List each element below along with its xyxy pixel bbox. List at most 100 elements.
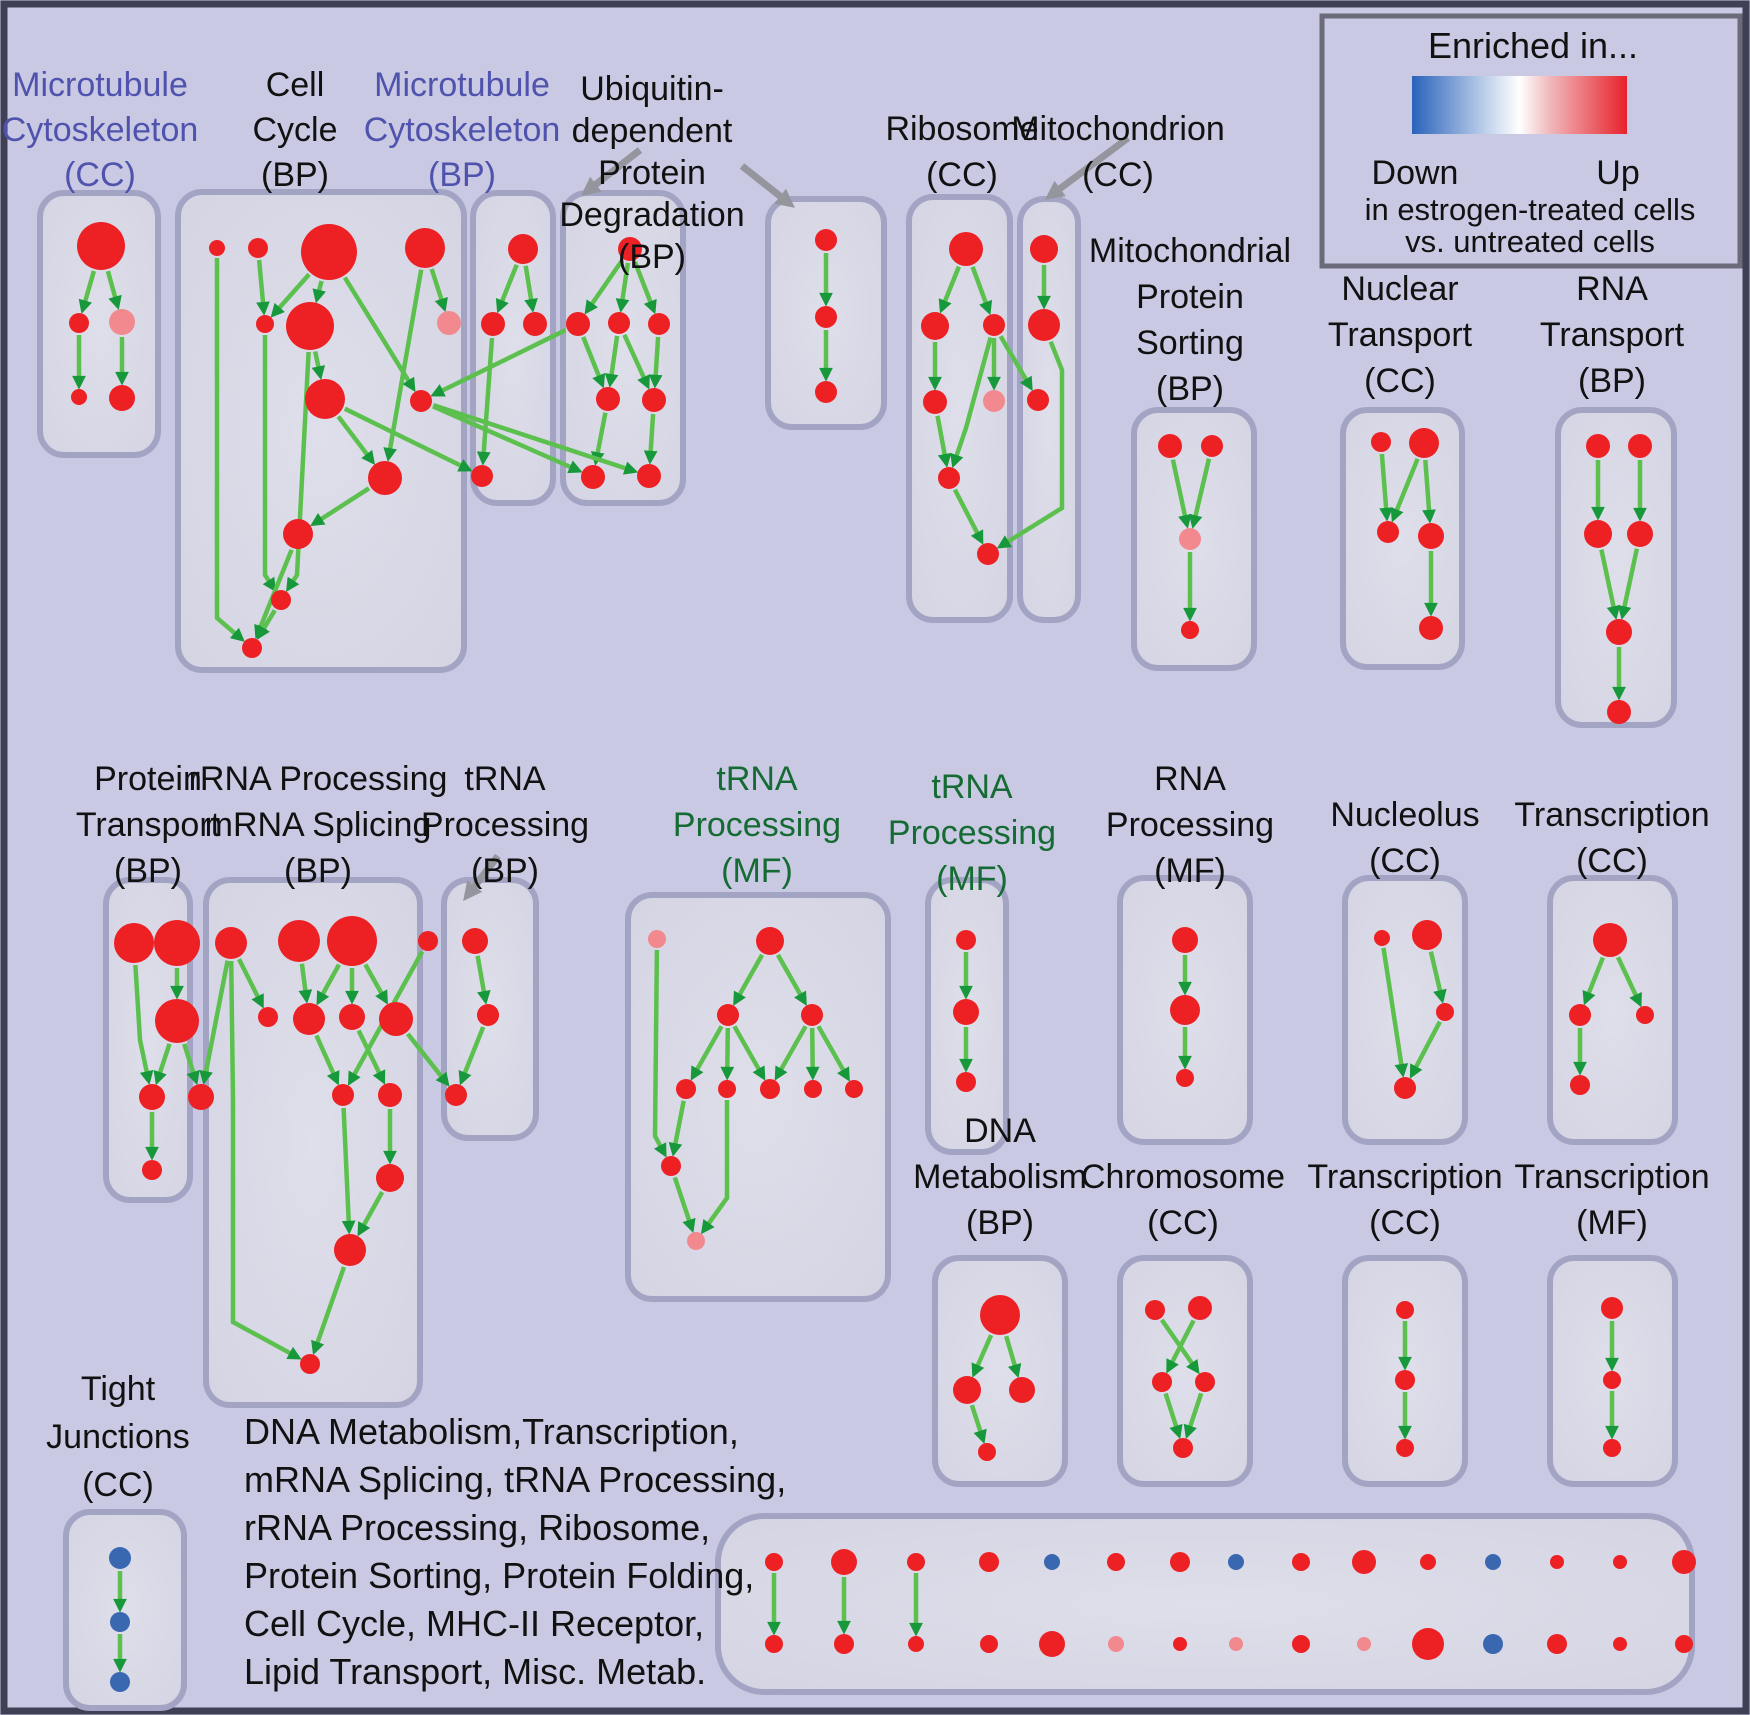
- go-term-node-cell-cycle-t1: [209, 240, 225, 256]
- go-term-node-misc-v8: [1229, 1637, 1243, 1651]
- go-term-node-ubi2-n2: [815, 306, 837, 328]
- go-term-node-mito-low: [1027, 389, 1049, 411]
- edge-arrow: [298, 963, 313, 1004]
- edge-arrow: [604, 335, 620, 388]
- edge-arrow: [652, 949, 667, 1158]
- cluster-label-trna-proc-mf-2: tRNA Processing (MF): [888, 768, 1056, 898]
- go-term-node-misc-u1: [765, 1553, 783, 1571]
- edge-arrow: [153, 1043, 172, 1086]
- edge-arrow: [615, 262, 631, 313]
- go-term-node-chrom-b: [1173, 1438, 1193, 1458]
- go-term-node-misc-v11: [1412, 1628, 1444, 1660]
- go-term-node-ubi1-top: [618, 237, 642, 261]
- edge-arrow: [311, 351, 326, 380]
- go-term-node-transmf-t: [1601, 1297, 1623, 1319]
- cluster-label-mps: Mitochondrial Protein Sorting (BP): [1089, 232, 1291, 408]
- edge-arrow: [774, 1025, 808, 1081]
- go-term-node-misc-u11: [1420, 1554, 1436, 1570]
- go-term-node-rrna-rs: [258, 1007, 278, 1027]
- cluster-label-ribosome: Ribosome (CC): [885, 110, 1038, 194]
- edge-arrow: [214, 258, 245, 642]
- edge-arrow: [775, 953, 807, 1006]
- go-term-node-misc-u10: [1352, 1550, 1376, 1574]
- go-term-node-misc-v6: [1108, 1636, 1124, 1652]
- cluster-box-dnamet: [932, 1255, 1068, 1487]
- cluster-label-rrna-proc: rRNA Processing mRNA Splicing (BP): [189, 760, 448, 890]
- edge-arrow: [672, 1176, 696, 1234]
- edge-arrow: [952, 488, 984, 545]
- cluster-label-transcription-cc-bot: Transcription (CC): [1307, 1158, 1502, 1242]
- go-term-node-misc-u8: [1228, 1554, 1244, 1570]
- go-term-node-trnamf1-pb: [687, 1232, 705, 1250]
- label-pointer-arrows: [463, 135, 1131, 901]
- go-term-node-nucleolus-mr: [1436, 1003, 1454, 1021]
- legend-gradient-bar: [1412, 76, 1627, 134]
- edge-arrow: [584, 259, 624, 315]
- go-term-node-misc-u9: [1292, 1553, 1310, 1571]
- go-term-node-misc-v2: [834, 1634, 854, 1654]
- edge-arrow: [996, 340, 1065, 549]
- go-term-node-chrom-tl: [1145, 1300, 1165, 1320]
- edge-arrow: [969, 1404, 987, 1444]
- go-term-node-mito-top: [1030, 235, 1058, 263]
- go-term-node-cell-cycle-d1: [368, 461, 402, 495]
- edge-arrow: [429, 268, 448, 313]
- edge-arrow: [935, 415, 952, 468]
- cluster-label-rna-proc-mf: RNA Processing (MF): [1106, 760, 1274, 890]
- edge-arrow: [312, 280, 326, 304]
- edge-arrow: [1166, 1319, 1196, 1374]
- edge-arrow: [262, 335, 276, 593]
- edge-arrow: [432, 402, 639, 475]
- edge-arrow: [1582, 956, 1605, 1006]
- go-term-node-cell-cycle-t2: [248, 238, 268, 258]
- cluster-label-rna-transport: RNA Transport (BP): [1540, 270, 1685, 400]
- edge-arrow: [357, 1190, 385, 1237]
- go-term-node-mt-cc-d: [109, 385, 135, 411]
- edge-arrow: [1409, 1020, 1442, 1079]
- edge-arrow: [668, 1100, 686, 1157]
- go-term-node-pt-a: [114, 923, 154, 963]
- cluster-box-trnamf1: [625, 892, 891, 1302]
- edge-arrow: [310, 486, 371, 527]
- edge-arrow: [971, 1334, 994, 1378]
- go-term-node-chrom-mr: [1195, 1372, 1215, 1392]
- go-term-node-trnamf2-t: [956, 930, 976, 950]
- cluster-label-transcription-cc-mid: Transcription (CC): [1514, 796, 1709, 880]
- go-term-node-mito-mid: [1028, 309, 1060, 341]
- go-term-node-rrna-r1: [215, 927, 247, 959]
- edge-arrow: [314, 1034, 340, 1086]
- go-term-node-dnamet-c2: [1009, 1377, 1035, 1403]
- go-term-node-trnamf2-m: [953, 999, 979, 1025]
- go-term-node-dnamet-big: [980, 1295, 1020, 1335]
- go-term-node-nuct-tl: [1371, 432, 1391, 452]
- go-term-node-mps-pk: [1179, 528, 1201, 550]
- edge-arrow: [270, 272, 311, 318]
- go-term-node-tightj-m: [110, 1612, 130, 1632]
- go-term-node-mt-cc-a: [77, 222, 125, 270]
- go-term-node-tightj-b: [110, 1672, 130, 1692]
- edge-arrow: [254, 548, 294, 640]
- edge-arrow: [998, 335, 1033, 392]
- edge-arrow: [938, 265, 961, 314]
- go-term-node-trnamf1-a4: [804, 1080, 822, 1098]
- go-term-node-trnamf1-pt: [648, 930, 666, 948]
- edge-arrow: [475, 955, 491, 1005]
- edge-arrow: [648, 336, 663, 389]
- cluster-label-trna-proc-bp: tRNA Processing (BP): [421, 760, 589, 890]
- edge-arrow: [356, 1029, 386, 1085]
- edge-arrow: [1599, 549, 1621, 620]
- go-term-node-rnat-ml: [1584, 520, 1612, 548]
- go-term-node-rnat-jn: [1606, 619, 1632, 645]
- go-term-node-mps-tl: [1158, 434, 1182, 458]
- cluster-label-tight-junctions: Tight Junctions (CC): [46, 1370, 190, 1504]
- edge-arrow: [581, 336, 606, 389]
- go-term-node-trnamf1-big: [756, 927, 784, 955]
- go-term-node-trnamf1-jn: [661, 1156, 681, 1176]
- go-term-node-trnamf1-a5: [845, 1080, 863, 1098]
- edge-arrow: [950, 336, 993, 469]
- misc-text-line: Lipid Transport, Misc. Metab.: [244, 1651, 706, 1692]
- go-term-node-ubi1-l2: [642, 388, 666, 412]
- edge-arrow: [1428, 951, 1447, 1004]
- go-term-node-trnamf1-a1: [676, 1079, 696, 1099]
